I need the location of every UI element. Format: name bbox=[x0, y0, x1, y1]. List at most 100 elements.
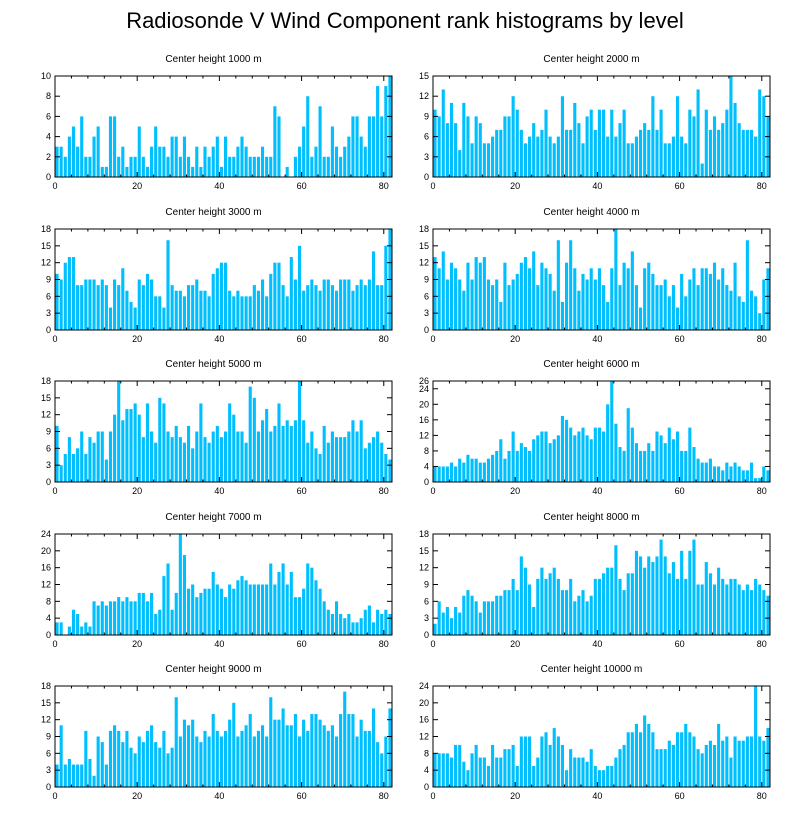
histogram-bar bbox=[725, 285, 729, 330]
histogram-bar bbox=[647, 129, 651, 177]
histogram-bar bbox=[207, 588, 211, 635]
y-tick-label: 0 bbox=[46, 782, 51, 792]
x-tick-label: 0 bbox=[52, 486, 57, 496]
histogram-bar bbox=[589, 268, 593, 330]
histogram-bar bbox=[104, 459, 108, 482]
histogram-bar bbox=[433, 109, 437, 177]
histogram-bar bbox=[569, 129, 573, 177]
histogram-bar bbox=[667, 296, 671, 330]
histogram-bar bbox=[273, 425, 277, 482]
histogram-bar bbox=[445, 279, 449, 330]
histogram-svg: 0 20 40 60 80 0 4 8 12 16 20 24 bbox=[41, 529, 393, 649]
histogram-bar bbox=[154, 613, 158, 635]
histogram-bar bbox=[170, 437, 174, 482]
histogram-bar bbox=[454, 606, 458, 635]
histogram-bar bbox=[540, 262, 544, 330]
histogram-bar bbox=[67, 437, 71, 482]
histogram-bar bbox=[684, 723, 688, 788]
histogram-bar bbox=[351, 714, 355, 787]
histogram-bar bbox=[688, 732, 692, 787]
histogram-bar bbox=[647, 556, 651, 635]
histogram-bar bbox=[499, 595, 503, 635]
histogram-bar bbox=[322, 725, 326, 787]
histogram-bar bbox=[523, 736, 528, 787]
histogram-bar bbox=[129, 409, 133, 482]
histogram-bar bbox=[680, 550, 684, 635]
histogram-bar bbox=[749, 736, 754, 787]
histogram-bar bbox=[191, 448, 195, 482]
x-tick-label: 0 bbox=[52, 334, 57, 344]
histogram-bar bbox=[117, 381, 121, 482]
y-tick-label: 0 bbox=[46, 630, 51, 640]
histogram-bar bbox=[334, 736, 339, 787]
y-tick-label: 0 bbox=[424, 477, 429, 487]
histogram-bar bbox=[626, 268, 630, 330]
histogram-bar bbox=[548, 136, 552, 177]
y-tick-label: 9 bbox=[46, 427, 51, 437]
histogram-bar bbox=[84, 279, 88, 330]
histogram-bar bbox=[745, 736, 749, 787]
histogram-bar bbox=[749, 590, 754, 635]
histogram-bar bbox=[466, 770, 470, 787]
histogram-bar bbox=[671, 285, 675, 330]
histogram-bar bbox=[376, 431, 380, 482]
histogram-bar bbox=[260, 420, 265, 482]
histogram-bar bbox=[232, 296, 236, 330]
histogram-bar bbox=[437, 753, 441, 787]
histogram-bar bbox=[388, 613, 392, 635]
histogram-bar bbox=[277, 403, 281, 482]
histogram-bar bbox=[437, 601, 441, 635]
histogram-bar bbox=[573, 102, 577, 177]
histogram-bar bbox=[482, 601, 486, 635]
histogram-bar bbox=[466, 262, 470, 330]
histogram-bar bbox=[240, 136, 244, 177]
histogram-bar bbox=[293, 279, 297, 330]
histogram-bar bbox=[187, 725, 191, 787]
histogram-bar bbox=[314, 146, 318, 177]
histogram-bar bbox=[158, 747, 162, 787]
histogram-bar bbox=[733, 102, 737, 177]
panel-title: Center height 5000 m bbox=[165, 359, 262, 370]
histogram-bar bbox=[302, 126, 306, 177]
histogram-bar bbox=[84, 156, 88, 177]
histogram-bar bbox=[565, 129, 569, 177]
histogram-bar bbox=[602, 770, 606, 787]
histogram-bar bbox=[528, 450, 532, 482]
histogram-bar bbox=[659, 285, 663, 330]
histogram-bar bbox=[573, 268, 577, 330]
histogram-bar bbox=[59, 465, 63, 482]
histogram-bar bbox=[597, 770, 601, 787]
histogram-bar bbox=[211, 146, 215, 177]
histogram-bar bbox=[330, 285, 334, 330]
histogram-bar bbox=[515, 765, 519, 787]
histogram-bar bbox=[224, 597, 228, 636]
histogram-bar bbox=[733, 262, 737, 330]
x-tick-label: 40 bbox=[592, 639, 602, 649]
histogram-bar bbox=[133, 601, 137, 635]
y-tick-label: 24 bbox=[419, 681, 429, 691]
histogram-bar bbox=[630, 143, 634, 177]
x-tick-label: 20 bbox=[510, 639, 520, 649]
histogram-bar bbox=[454, 744, 458, 787]
histogram-bar bbox=[626, 143, 630, 177]
histogram-bar bbox=[371, 708, 376, 787]
histogram-bar bbox=[260, 279, 265, 330]
histogram-bar bbox=[495, 595, 499, 635]
histogram-bar bbox=[552, 728, 556, 787]
histogram-bar bbox=[343, 279, 347, 330]
histogram-bar bbox=[581, 427, 585, 482]
histogram-bar bbox=[384, 453, 388, 482]
histogram-bar bbox=[655, 556, 659, 635]
y-tick-label: 9 bbox=[46, 275, 51, 285]
histogram-bar bbox=[195, 279, 199, 330]
y-tick-label: 4 bbox=[46, 132, 51, 142]
histogram-bar bbox=[310, 567, 314, 635]
histogram-bar bbox=[577, 290, 581, 330]
histogram-bar bbox=[388, 76, 392, 177]
histogram-bar bbox=[449, 618, 454, 635]
histogram-bar bbox=[540, 431, 544, 482]
histogram-bar bbox=[725, 584, 729, 635]
histogram-bar bbox=[675, 578, 680, 635]
histogram-bar bbox=[67, 257, 71, 330]
histogram-bar bbox=[318, 588, 322, 635]
